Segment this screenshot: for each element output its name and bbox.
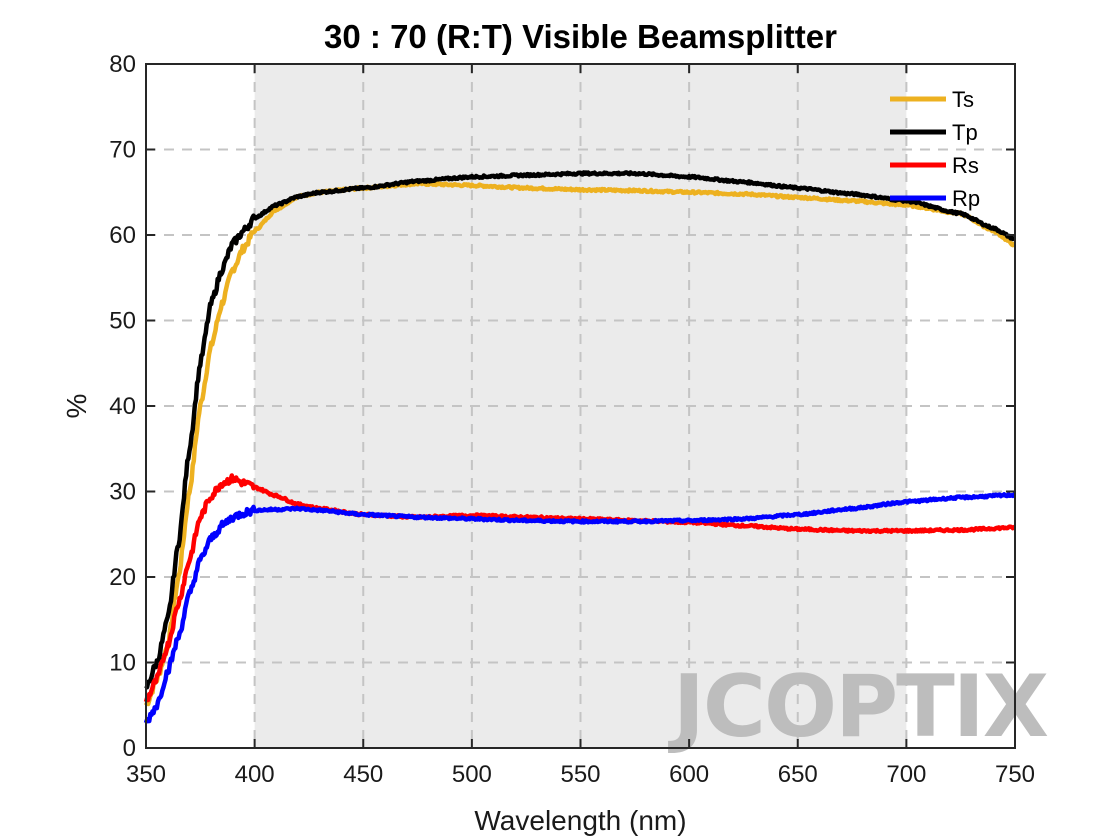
y-tick-label: 50: [109, 308, 136, 335]
y-tick-label: 0: [123, 735, 136, 762]
series-line-rs: [143, 473, 1017, 703]
y-tick-label: 30: [109, 479, 136, 506]
x-tick-label: 600: [669, 761, 709, 788]
legend-label-ts: Ts: [952, 87, 974, 112]
legend: Ts Tp Rs Rp: [890, 87, 980, 211]
x-tick-label: 650: [778, 761, 818, 788]
grid-layer: [146, 64, 1015, 748]
series-line-tp: [144, 170, 1017, 690]
y-tick-label: 20: [109, 564, 136, 591]
y-tick-label: 70: [109, 137, 136, 164]
y-axis-label: %: [61, 394, 92, 419]
x-tick-label: 750: [995, 761, 1035, 788]
y-tick-label: 60: [109, 222, 136, 249]
x-tick-label: 550: [560, 761, 600, 788]
legend-label-rs: Rs: [952, 153, 979, 178]
x-tick-label: 500: [452, 761, 492, 788]
x-tick-label: 350: [126, 761, 166, 788]
y-tick-label: 40: [109, 393, 136, 420]
series-layer: [143, 170, 1017, 724]
legend-label-tp: Tp: [952, 120, 978, 145]
x-tick-label: 450: [343, 761, 383, 788]
x-tick-label: 700: [886, 761, 926, 788]
chart-title: 30 : 70 (R:T) Visible Beamsplitter: [324, 18, 837, 55]
x-tick-label: 400: [235, 761, 275, 788]
watermark-logo: JCOPTIX: [668, 657, 1048, 757]
legend-label-rp: Rp: [952, 186, 980, 211]
x-axis-label: Wavelength (nm): [474, 805, 686, 836]
tick-layer: 350 400 450 500 550 600 650 700 750 0 10 20 30 40 50 60…: [109, 51, 1035, 788]
y-tick-label: 10: [109, 650, 136, 677]
watermark-layer: JCOPTIX: [668, 657, 1050, 757]
series-line-rp: [143, 492, 1017, 724]
y-tick-label: 80: [109, 51, 136, 78]
